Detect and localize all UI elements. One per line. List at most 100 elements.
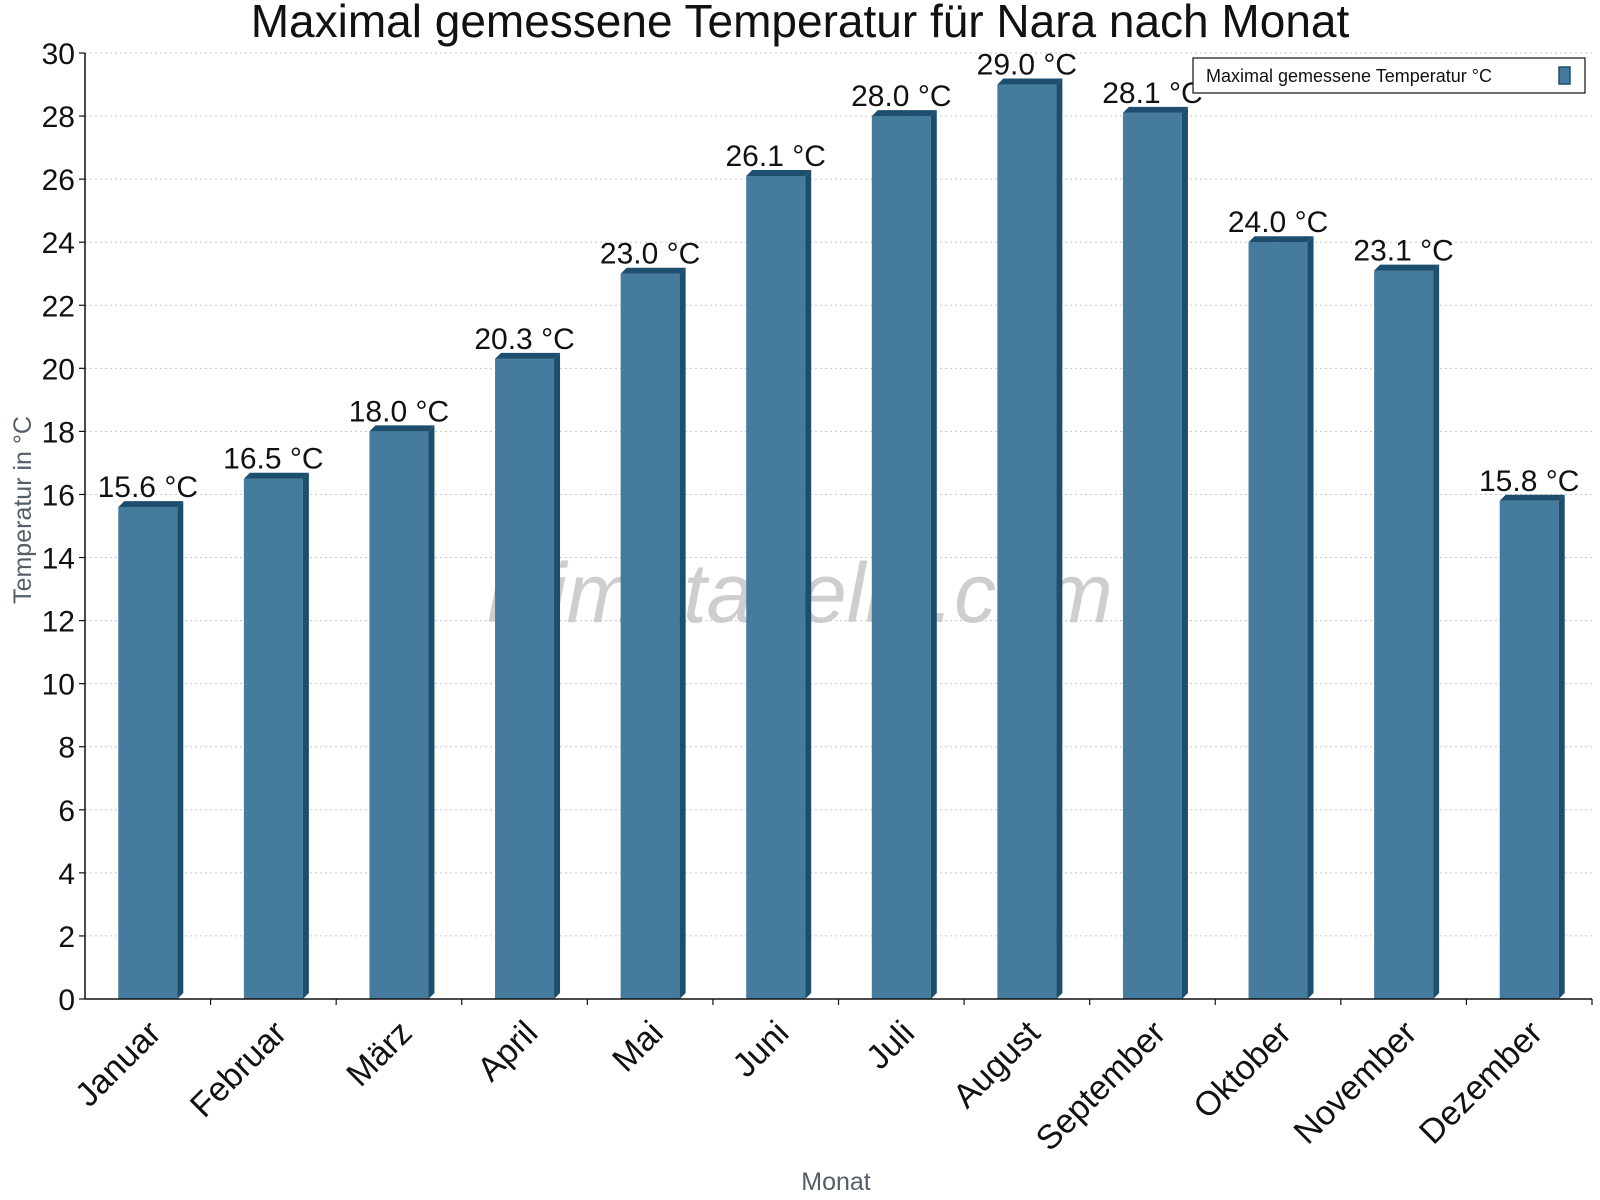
y-tick-label: 24 [42,227,75,260]
y-tick-label: 2 [58,921,75,954]
grid-lines [85,52,1592,937]
bar-side [805,169,812,1000]
chart-title: Maximal gemessene Temperatur für Nara na… [251,0,1350,47]
x-tick-label: März [339,1014,419,1094]
bar-januar [118,501,184,999]
bar-top [243,472,309,479]
data-label: 23.0 °C [600,238,700,271]
x-tick-label: September [1029,1014,1173,1158]
x-tick-label: April [470,1014,545,1089]
y-tick-label: 26 [42,164,75,197]
y-tick-label: 4 [58,858,75,891]
y-tick-label: 8 [58,732,75,765]
data-label: 18.0 °C [349,395,449,428]
bar-top [118,501,184,508]
data-label: 15.6 °C [98,471,198,504]
legend-box [1192,57,1586,94]
axes [84,53,1592,1000]
y-axis-label: Temperatur in °C [9,416,37,604]
bar-november [1374,264,1440,1000]
bar-top [369,425,435,432]
y-tick-label: 10 [42,669,75,702]
bar-front [620,273,680,999]
bar-front [746,175,806,1000]
bar-oktober [1248,236,1314,999]
legend: Maximal gemessene Temperatur °C [1192,57,1586,94]
bar-front [369,431,429,999]
legend-swatch [1558,66,1571,85]
bar-side [1056,78,1063,1000]
bar-side [302,472,309,999]
bar-februar [243,472,309,999]
y-tick-label: 22 [42,290,75,323]
bar-top [1122,106,1188,113]
bar-top [495,352,561,359]
bar-mai [620,267,686,999]
x-tick-label: Mai [605,1014,671,1080]
bar-side [554,352,561,1000]
bar-front [1374,270,1434,1000]
bar-front [243,478,303,999]
bar-top [746,169,812,176]
x-tick-label: Januar [68,1014,168,1114]
x-tick-label: Dezember [1412,1014,1550,1152]
bar-top [1248,236,1314,243]
bar-side [177,501,184,999]
x-tick-label: Februar [183,1014,294,1125]
bars [118,78,1565,1000]
data-labels: 15.6 °C 16.5 °C 18.0 °C 20.3 °C 23.0 °C 26.1 … [98,49,1580,505]
data-label: 24.0 °C [1228,206,1328,239]
bar-top [997,78,1063,85]
bar-side [428,425,435,999]
bar-front [118,507,178,999]
bar-side [1181,106,1188,999]
bar-top [620,267,686,274]
y-tick-label: 20 [42,353,75,386]
bar-front [871,116,931,1000]
bar-side [930,110,937,1000]
bar-side [1558,494,1565,999]
y-tick-label: 16 [42,479,75,512]
x-tick-label: Juli [859,1014,922,1077]
bar-side [679,267,686,999]
bar-top [1374,264,1440,271]
bar-top [871,110,937,117]
x-tick-label: Oktober [1186,1014,1298,1126]
bar-april [495,352,561,1000]
x-axis-label: Monat [801,1168,871,1196]
x-tick-label: November [1287,1014,1425,1152]
bar-front [997,84,1057,1000]
bar-august [997,78,1063,1000]
bar-side [1307,236,1314,999]
y-tick-label: 12 [42,606,75,639]
legend-label: Maximal gemessene Temperatur °C [1206,66,1492,86]
data-label: 29.0 °C [977,49,1077,82]
bar-juni [746,169,812,1000]
data-label: 20.3 °C [474,323,574,356]
data-label: 26.1 °C [726,140,826,173]
data-label: 28.1 °C [1102,77,1202,110]
bar-dezember [1499,494,1565,999]
y-tick-label: 28 [42,101,75,134]
bar-side [1433,264,1440,1000]
data-label: 16.5 °C [223,443,323,476]
x-tick-label: August [946,1013,1048,1115]
bar-front [495,358,555,1000]
y-tick-label: 0 [58,984,75,1017]
y-tick-label: 18 [42,416,75,449]
bar-front [1499,500,1559,999]
data-label: 23.1 °C [1353,235,1453,268]
bar-front [1248,242,1308,999]
bar-front [1122,112,1182,999]
y-tick-label: 14 [42,543,75,576]
bar-top [1499,494,1565,501]
y-tick-label: 30 [42,38,75,71]
bar-märz [369,425,435,999]
x-tick-label: Juni [725,1014,796,1085]
bar-september [1122,106,1188,999]
y-tick-label: 6 [58,795,75,828]
bar-juli [871,110,937,1000]
x-ticks: Januar Februar März April Mai Juni Juli AugustS… [68,999,1593,1158]
